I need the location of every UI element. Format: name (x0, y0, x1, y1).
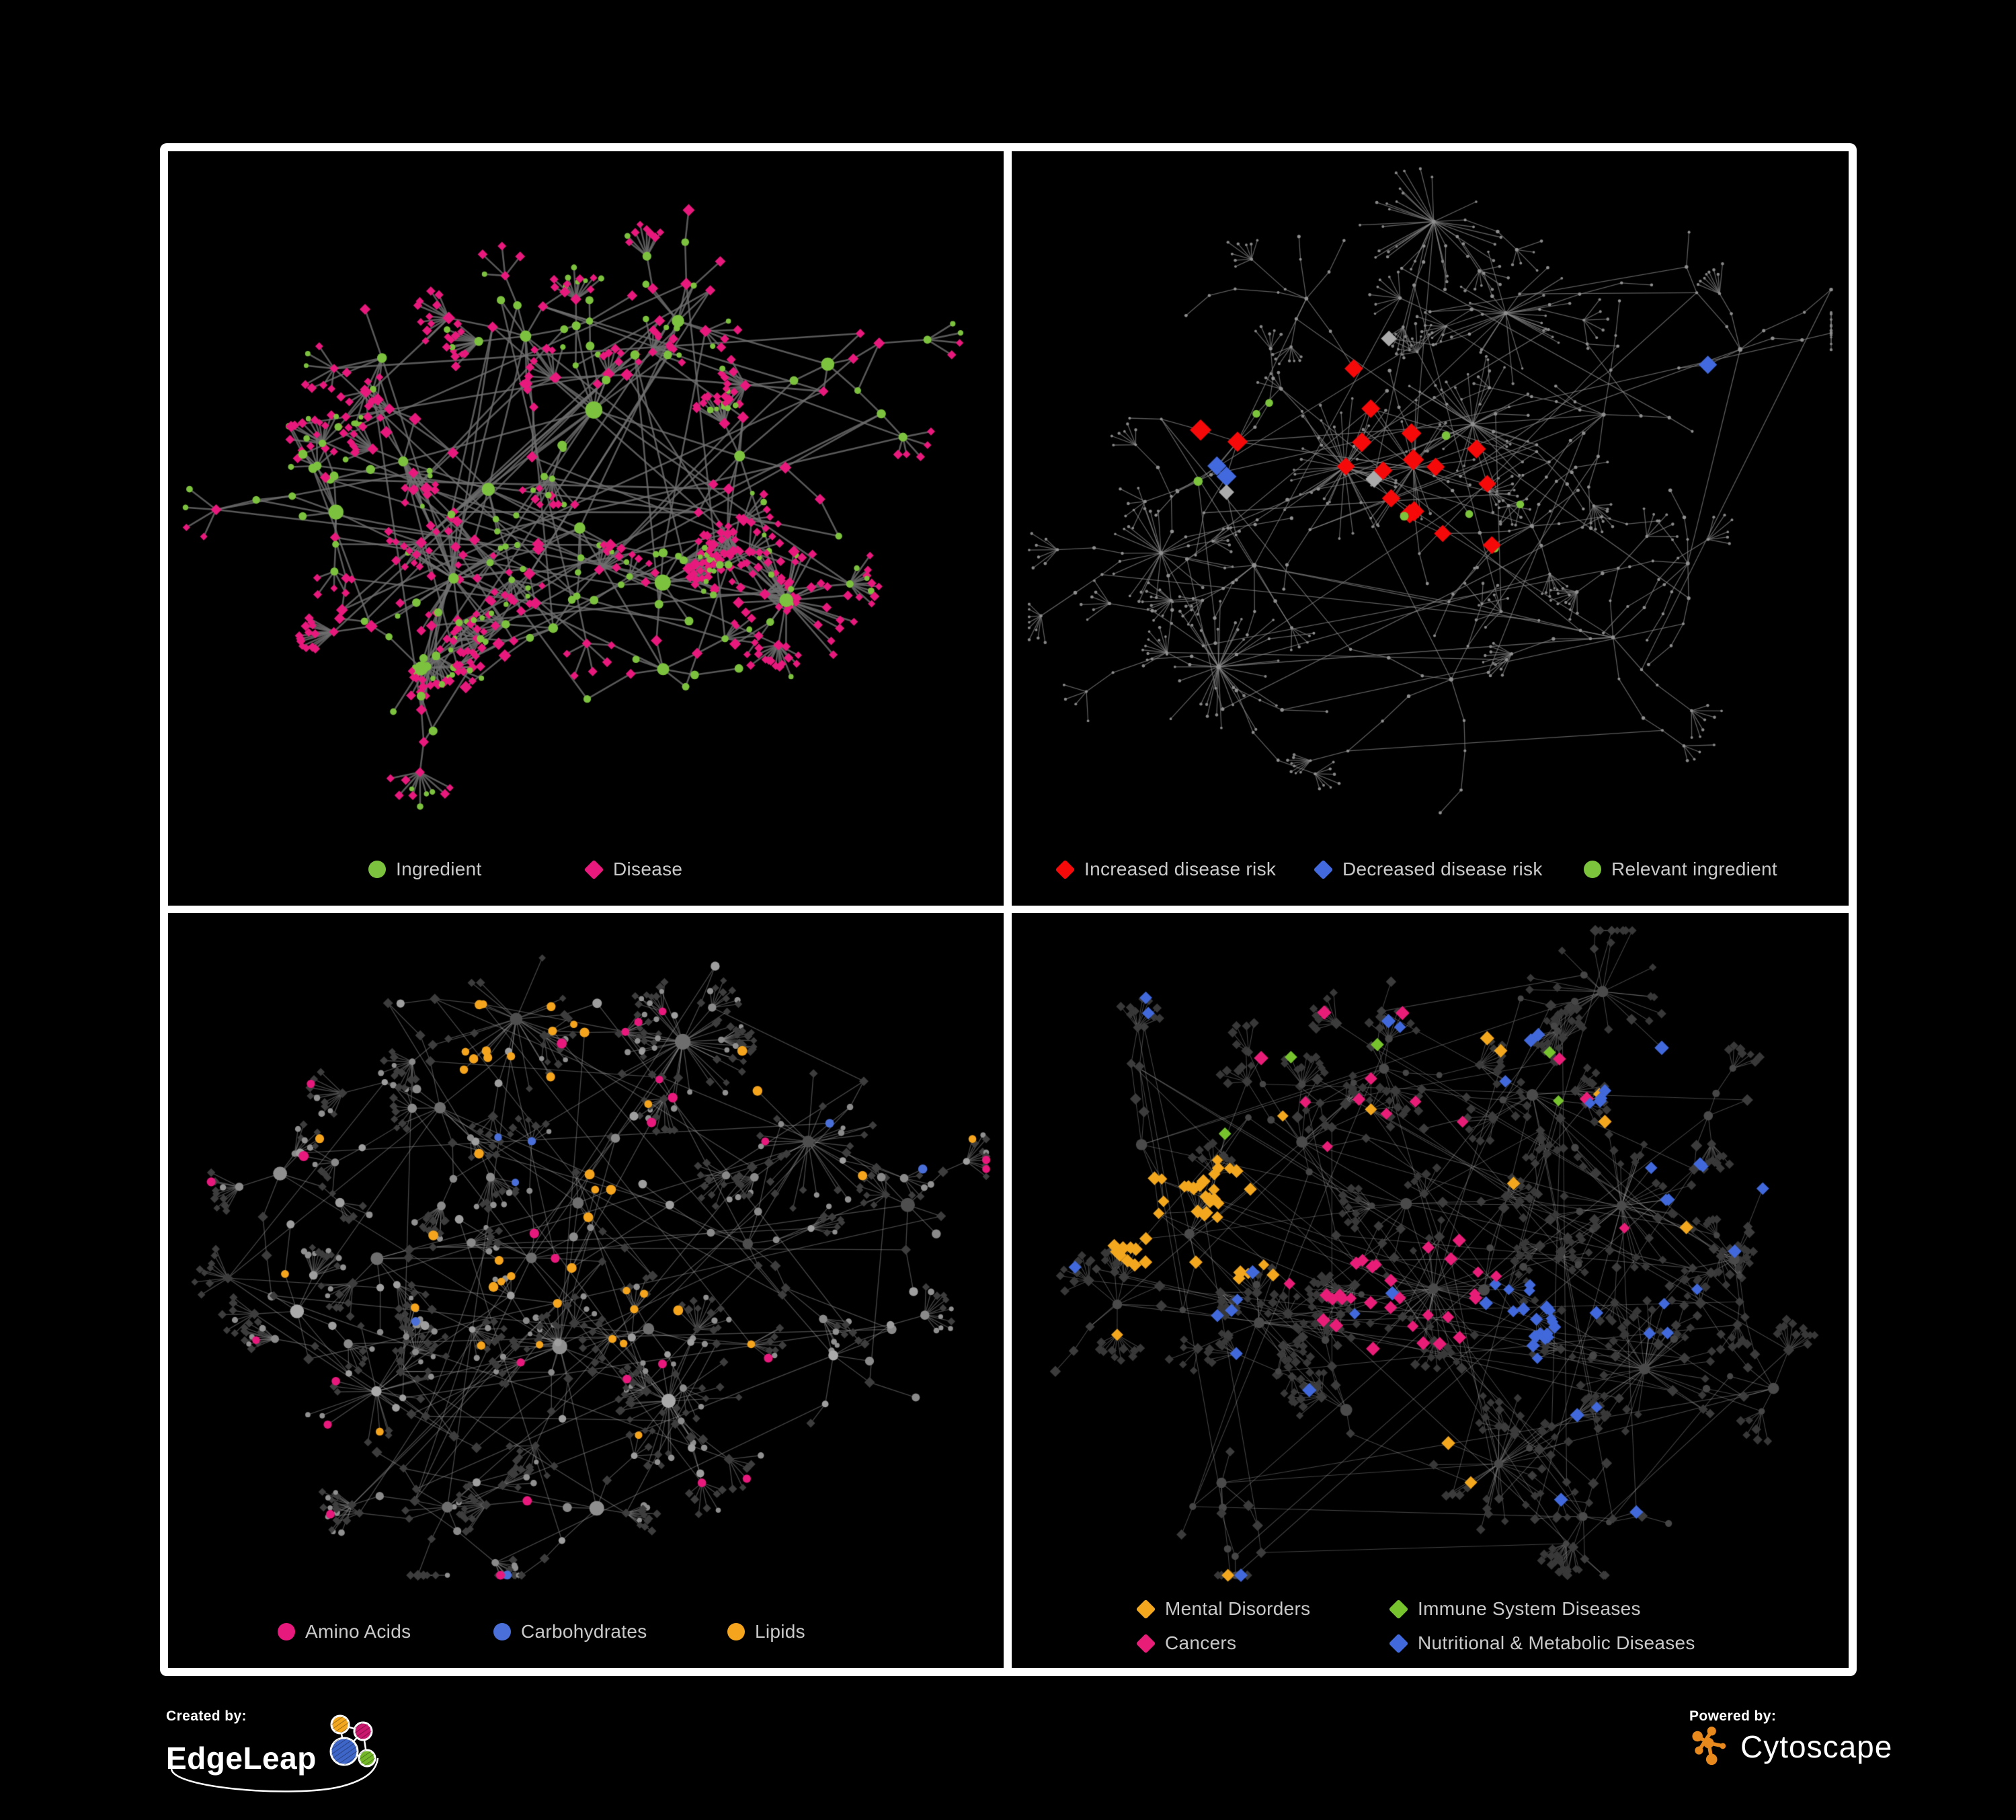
edgeleap-swoosh (170, 1757, 379, 1792)
network-canvas-ingredient-disease (168, 151, 1004, 830)
legend-label: Cancers (1165, 1632, 1237, 1653)
circle-swatch (368, 861, 386, 878)
legend-label: Carbohydrates (521, 1621, 647, 1642)
circle-swatch (278, 1623, 295, 1640)
legend-label: Mental Disorders (1165, 1598, 1311, 1619)
legend-item-amino-acids: Amino Acids (278, 1621, 411, 1643)
legend-label: Disease (613, 859, 683, 879)
legend-label: Immune System Diseases (1418, 1598, 1641, 1619)
panel-nutrient-groups-network: Amino Acids Carbohydrates Lipids (168, 913, 1004, 1668)
created-by-label: Created by: (166, 1708, 247, 1724)
edgeleap-logo-icon (170, 1714, 379, 1792)
powered-by-block: Powered by: Cytoscape (1689, 1708, 1892, 1768)
legend-label: Relevant ingredient (1611, 859, 1777, 879)
diamond-swatch (583, 859, 604, 879)
legend-label: Ingredient (396, 859, 482, 879)
legend-item-ingredient: Ingredient (368, 859, 482, 880)
created-by-block: Created by: EdgeLeap (166, 1708, 399, 1792)
cytoscape-logo-icon (1692, 1727, 1726, 1766)
legend-item-immune-system-diseases: Immune System Diseases (1388, 1598, 1641, 1620)
diamond-swatch (1388, 1599, 1409, 1619)
legend-item-mental-disorders: Mental Disorders (1135, 1598, 1311, 1620)
diamond-swatch (1135, 1633, 1156, 1653)
panel-ingredient-disease-network: Ingredient Disease (168, 151, 1004, 906)
legend-item-disease: Disease (583, 859, 683, 880)
panel-disease-risk-network: Increased disease risk Decreased disease … (1012, 151, 1849, 906)
circle-swatch (727, 1623, 745, 1640)
circle-swatch (493, 1623, 511, 1640)
legend-item-increased-disease-risk: Increased disease risk (1055, 859, 1277, 880)
powered-by-label: Powered by: (1689, 1708, 1777, 1724)
edgeleap-nodes (329, 1714, 376, 1768)
cytoscape-logo-text: Cytoscape (1740, 1729, 1893, 1764)
circle-swatch (1584, 861, 1601, 878)
network-canvas-disease-risk (1012, 151, 1849, 830)
legend-item-carbohydrates: Carbohydrates (493, 1621, 647, 1643)
figure-frame: Ingredient Disease Increased disease risk… (160, 143, 1857, 1676)
diamond-swatch (1135, 1599, 1156, 1619)
diamond-swatch (1388, 1633, 1409, 1653)
legend-item-lipids: Lipids (727, 1621, 805, 1643)
diamond-swatch (1055, 859, 1076, 879)
legend-item-decreased-disease-risk: Decreased disease risk (1313, 859, 1543, 880)
legend-item-relevant-ingredient: Relevant ingredient (1584, 859, 1777, 880)
legend-label: Increased disease risk (1084, 859, 1277, 879)
diamond-swatch (1313, 859, 1334, 879)
network-canvas-nutrient-groups (168, 913, 1004, 1593)
legend-label: Lipids (755, 1621, 805, 1642)
legend-label: Nutritional & Metabolic Diseases (1418, 1632, 1695, 1653)
network-canvas-disease-classes (1012, 913, 1849, 1593)
panel-disease-classes-network: Mental Disorders Immune System Diseases Ca… (1012, 913, 1849, 1668)
legend-item-cancers: Cancers (1135, 1632, 1237, 1654)
legend-label: Amino Acids (305, 1621, 411, 1642)
legend-item-nutritional-metabolic-diseases: Nutritional & Metabolic Diseases (1388, 1632, 1695, 1654)
edgeleap-logo-text: EdgeLeap (166, 1741, 317, 1776)
legend-label: Decreased disease risk (1342, 859, 1543, 879)
